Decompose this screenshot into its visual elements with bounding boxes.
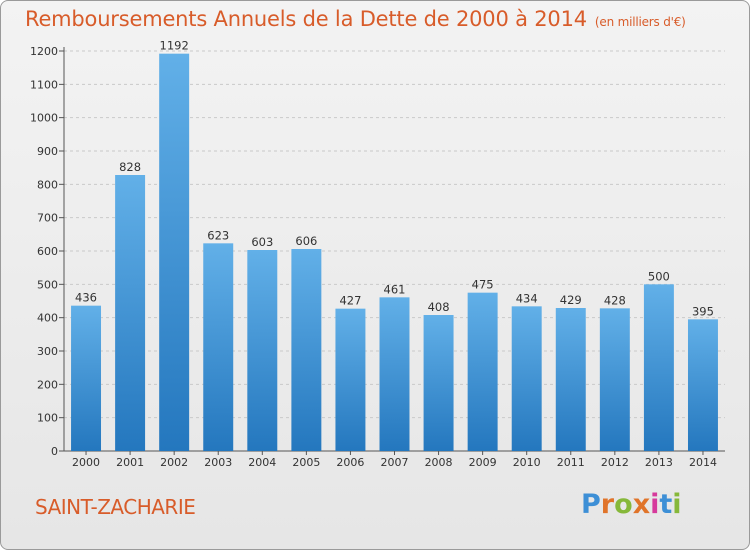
- logo-letter: P: [581, 489, 601, 520]
- x-tick-label: 2007: [381, 456, 409, 469]
- labels: 0 100 200 300 400 500 600 700 800 900 1000 1100 1200…: [30, 39, 717, 469]
- y-tick-label: 700: [37, 212, 58, 225]
- bar: [247, 250, 278, 451]
- logo-letter: x: [632, 489, 651, 520]
- bar-value-label: 500: [648, 269, 670, 283]
- y-tick-label: 1100: [30, 78, 58, 91]
- y-tick-label: 100: [37, 412, 58, 425]
- logo-letter: t: [659, 489, 673, 520]
- x-tick-label: 2009: [469, 456, 497, 469]
- x-tick-label: 2013: [645, 456, 673, 469]
- proxiti-logo: Proxiti: [581, 489, 682, 520]
- x-tick-label: 2014: [689, 456, 717, 469]
- bar-value-label: 623: [207, 228, 229, 242]
- y-tick-label: 800: [37, 178, 58, 191]
- bar: [291, 249, 322, 451]
- bar-value-label: 436: [75, 291, 97, 305]
- chart-title: Remboursements Annuels de la Dette de 20…: [25, 7, 587, 31]
- bar-value-label: 395: [692, 304, 714, 318]
- y-tick-label: 200: [37, 378, 58, 391]
- bar: [467, 292, 498, 451]
- y-tick-label: 400: [37, 312, 58, 325]
- bar: [115, 175, 146, 451]
- bar-value-label: 461: [384, 282, 406, 296]
- bar: [643, 284, 674, 451]
- bar-value-label: 475: [472, 278, 494, 292]
- y-tick-label: 600: [37, 245, 58, 258]
- bar-value-label: 428: [604, 293, 626, 307]
- bar: [599, 308, 630, 451]
- x-tick-label: 2003: [204, 456, 232, 469]
- x-tick-label: 2002: [160, 456, 188, 469]
- bar: [335, 308, 366, 451]
- x-tick-label: 2000: [72, 456, 100, 469]
- bar: [159, 53, 190, 452]
- bar: [203, 243, 234, 451]
- bar-value-label: 606: [295, 234, 317, 248]
- logo-letter: i: [672, 489, 682, 520]
- y-tick-label: 500: [37, 278, 58, 291]
- bar-value-label: 408: [428, 300, 450, 314]
- y-tick-label: 1000: [30, 112, 58, 125]
- bar-value-label: 603: [251, 235, 273, 249]
- y-tick-label: 0: [51, 445, 58, 458]
- bar: [555, 308, 586, 451]
- x-tick-label: 2011: [557, 456, 585, 469]
- bar: [379, 297, 410, 451]
- bar-value-label: 434: [516, 291, 538, 305]
- x-tick-label: 2005: [292, 456, 320, 469]
- chart-title-block: Remboursements Annuels de la Dette de 20…: [25, 7, 686, 31]
- logo-letter: r: [600, 489, 615, 520]
- x-tick-label: 2001: [116, 456, 144, 469]
- y-tick-label: 1200: [30, 45, 58, 58]
- logo-letter: o: [614, 489, 633, 520]
- x-tick-label: 2012: [601, 456, 629, 469]
- bar: [71, 305, 102, 451]
- bar-value-label: 429: [560, 293, 582, 307]
- commune-name: SAINT-ZACHARIE: [35, 495, 196, 519]
- bar-value-label: 427: [339, 294, 361, 308]
- x-tick-label: 2008: [425, 456, 453, 469]
- y-tick-label: 900: [37, 145, 58, 158]
- x-tick-label: 2006: [336, 456, 364, 469]
- bar: [687, 319, 718, 451]
- logo-letter: i: [650, 489, 660, 520]
- x-tick-label: 2004: [248, 456, 276, 469]
- bar-value-label: 828: [119, 160, 141, 174]
- x-tick-label: 2010: [513, 456, 541, 469]
- bars: [71, 53, 718, 452]
- bar: [511, 306, 542, 451]
- y-tick-label: 300: [37, 345, 58, 358]
- chart-subtitle: (en milliers d'€): [594, 15, 686, 29]
- bar-value-label: 1192: [160, 39, 189, 53]
- bar: [423, 315, 454, 451]
